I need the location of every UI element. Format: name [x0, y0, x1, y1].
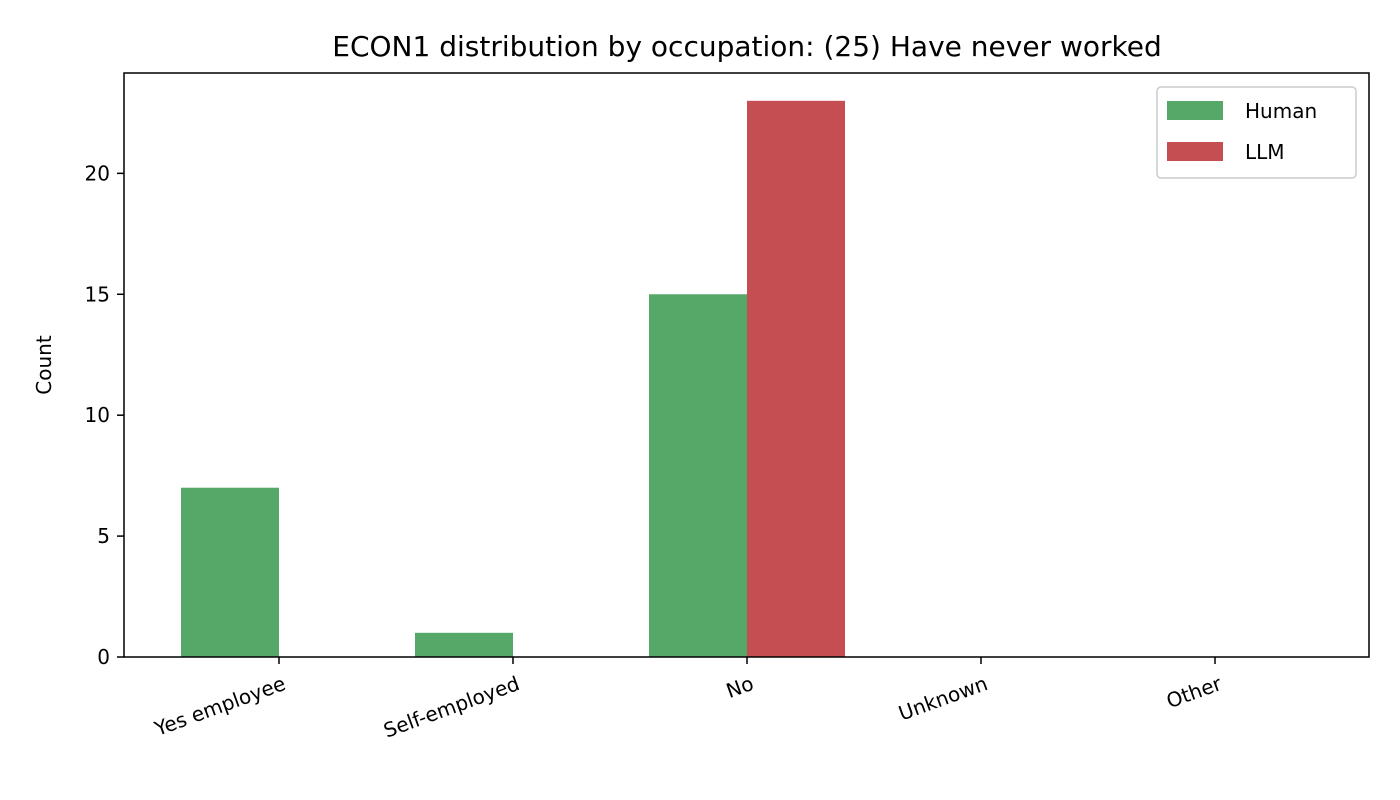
bar-human-self-employed: [415, 632, 513, 657]
y-tick-label-0: 0: [97, 645, 110, 669]
bars-group: [181, 100, 845, 658]
y-axis: 0 5 10 15 20: [85, 161, 124, 669]
legend-label-human: Human: [1245, 99, 1317, 123]
x-tick-label-no: No: [723, 671, 757, 703]
x-tick-label-unknown: Unknown: [895, 671, 990, 725]
y-tick-label-15: 15: [85, 282, 110, 306]
bar-human-no: [649, 294, 747, 657]
x-tick-label-other: Other: [1163, 671, 1225, 713]
chart-title: ECON1 distribution by occupation: (25) H…: [332, 30, 1161, 63]
x-tick-label-yes-employee: Yes employee: [150, 671, 288, 741]
legend-swatch-human: [1167, 101, 1223, 120]
bar-llm-no: [747, 100, 845, 658]
x-axis: Yes employee Self-employed No Unknown Other: [150, 657, 1225, 743]
x-tick-label-self-employed: Self-employed: [380, 671, 522, 742]
y-tick-label-10: 10: [85, 403, 110, 427]
legend-label-llm: LLM: [1245, 140, 1285, 164]
legend-swatch-llm: [1167, 142, 1223, 161]
y-tick-label-20: 20: [85, 161, 110, 185]
legend: Human LLM: [1156, 86, 1357, 179]
bar-human-yes-employee: [181, 487, 279, 657]
legend-entries: Human LLM: [1167, 99, 1317, 164]
y-axis-label: Count: [32, 335, 56, 395]
y-tick-label-5: 5: [97, 524, 110, 548]
